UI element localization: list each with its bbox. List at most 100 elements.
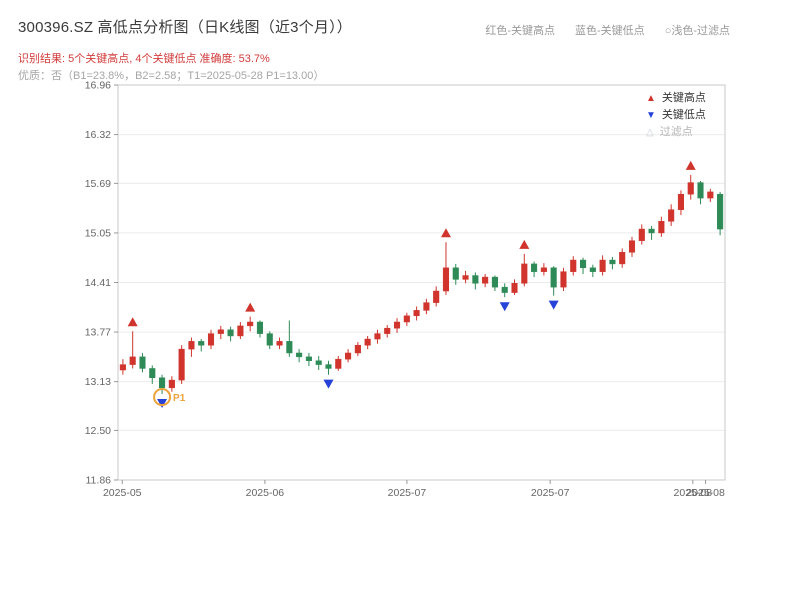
candle-body — [452, 267, 459, 280]
candle-body — [638, 228, 645, 241]
candle-body — [188, 341, 195, 350]
legend-item-key-high: ▲ 关键高点 — [646, 90, 706, 107]
candle-body — [364, 338, 371, 346]
y-tick-label: 13.77 — [85, 327, 111, 339]
key-high-marker — [440, 228, 451, 238]
key-low-marker — [323, 379, 334, 389]
candle-body — [374, 333, 381, 340]
filtered-triangle-icon: △ — [646, 127, 654, 138]
x-axis: 2025-05 2025-06 2025-07 2025-07 2025-082025-… — [103, 480, 725, 499]
chart-legend: ▲ 关键高点 ▼ 关键低点 △ 过滤点 — [646, 90, 706, 141]
legend-item-filtered: △ 过滤点 — [646, 124, 706, 141]
x-tick-label: 2025-05 — [103, 487, 142, 499]
candle-body — [247, 321, 254, 327]
candle-body — [217, 329, 224, 334]
candle-body — [178, 348, 185, 381]
candle-body — [266, 333, 273, 346]
candle-body — [168, 379, 175, 389]
candle-body — [403, 315, 410, 323]
key-high-marker — [245, 302, 256, 312]
candle-body — [393, 321, 401, 329]
candle-body — [609, 259, 616, 265]
y-tick-label: 12.50 — [85, 425, 111, 437]
candle-body — [570, 259, 577, 272]
candle-body — [159, 377, 166, 389]
key-high-marker — [685, 160, 696, 170]
candle-body — [296, 352, 303, 358]
candle-body — [717, 193, 724, 230]
candle-body — [540, 267, 547, 272]
y-tick-label: 16.96 — [85, 80, 111, 92]
candle-body — [648, 228, 655, 234]
candle-body — [491, 276, 498, 288]
candle-body — [354, 344, 361, 354]
candle-body — [589, 267, 596, 272]
y-tick-label: 15.05 — [85, 227, 111, 239]
candle-body — [521, 263, 528, 284]
key-high-marker — [127, 317, 138, 327]
header-legend-filtered: ○浅色-过滤点 — [664, 25, 730, 37]
key-low-marker — [499, 302, 510, 312]
candle-body — [237, 325, 244, 337]
header-legend-key-low: 蓝色-关键低点 — [575, 25, 645, 37]
candle-body — [286, 341, 293, 354]
header-legend-key-high: 红色-关键高点 — [485, 25, 556, 37]
candle-body — [227, 329, 234, 337]
y-tick-label: 15.69 — [85, 178, 111, 190]
p1-circle-annotation — [153, 388, 172, 407]
y-axis: 16.96 16.32 15.69 15.05 14.41 13.77 13.13 12.50… — [85, 80, 118, 487]
candle-body — [433, 290, 440, 303]
page-title: 300396.SZ 高低点分析图（日K线图（近3个月）） — [18, 19, 353, 36]
candle-body — [423, 302, 430, 311]
legend-key-high-label: 关键高点 — [661, 92, 706, 104]
candle-body — [384, 327, 391, 334]
candles — [119, 174, 724, 395]
key-low-triangle-icon: ▼ — [646, 110, 656, 121]
key-low-markers — [157, 300, 559, 409]
candle-body — [315, 360, 322, 365]
candle-body — [560, 271, 567, 288]
candle-body — [677, 193, 684, 210]
key-high-triangle-icon: ▲ — [646, 93, 656, 104]
key-high-marker — [519, 239, 530, 249]
candle-body — [462, 275, 469, 280]
candle-body — [129, 356, 136, 365]
candle-body — [668, 209, 675, 222]
candle-body — [550, 267, 557, 288]
candle-body — [658, 221, 665, 234]
candle-body — [413, 310, 420, 317]
candle-body — [305, 356, 312, 361]
legend-key-low-label: 关键低点 — [661, 109, 706, 121]
candle-body — [687, 182, 694, 195]
x-tick-label: 2025-08 — [674, 487, 713, 499]
candle-body — [579, 259, 587, 269]
p1-label: P1 — [173, 393, 186, 404]
recognition-result-text: 识别结果: 5个关键高点, 4个关键低点 准确度: 53.7% — [18, 53, 270, 65]
candle-body — [511, 283, 518, 293]
candle-body — [256, 321, 264, 334]
x-tick-label: 2025-07 — [388, 487, 427, 499]
candle-body — [442, 267, 450, 292]
candle-body — [149, 368, 156, 379]
legend-item-key-low: ▼ 关键低点 — [646, 107, 706, 124]
header-legend: 红色-关键高点 蓝色-关键低点 ○浅色-过滤点 — [485, 22, 730, 38]
y-tick-label: 14.41 — [85, 277, 111, 289]
candle-body — [531, 263, 538, 272]
candle-body — [599, 259, 606, 272]
x-tick-label: 2025-08 — [686, 487, 725, 499]
y-tick-label: 16.32 — [85, 129, 111, 141]
gridlines — [118, 84, 725, 481]
y-tick-label: 11.86 — [86, 475, 112, 487]
candle-body — [139, 356, 146, 369]
y-tick-label: 13.13 — [85, 376, 111, 388]
key-low-marker — [548, 300, 559, 310]
candle-body — [472, 275, 479, 284]
x-tick-label: 2025-06 — [246, 487, 285, 499]
candle-body — [619, 252, 626, 265]
key-high-markers — [127, 160, 696, 327]
candle-body — [697, 182, 704, 199]
candle-body — [628, 240, 636, 253]
candle-body — [325, 364, 332, 369]
candle-body — [707, 191, 714, 199]
